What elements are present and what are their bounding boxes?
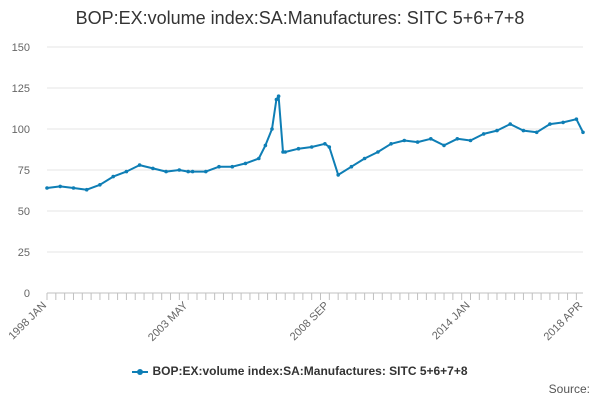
series-line xyxy=(46,95,584,191)
data-point xyxy=(561,120,565,125)
y-tick-label: 150 xyxy=(12,42,30,54)
data-point xyxy=(177,168,182,172)
y-tick-label: 25 xyxy=(18,247,30,259)
data-point xyxy=(581,130,585,135)
y-tick-label: 75 xyxy=(18,165,30,177)
data-point xyxy=(283,150,288,154)
data-point xyxy=(508,122,512,126)
data-point xyxy=(257,156,261,161)
data-point xyxy=(336,173,341,177)
data-point xyxy=(574,117,579,121)
grid-lines xyxy=(47,46,583,253)
y-tick-label: 50 xyxy=(18,206,30,218)
source-label: Source: xyxy=(548,382,590,396)
data-point xyxy=(442,143,446,148)
data-point xyxy=(230,164,235,169)
data-point xyxy=(270,127,274,131)
data-point xyxy=(389,142,393,146)
data-point xyxy=(349,164,354,169)
data-point xyxy=(309,145,314,149)
axes: 0 25 50 75 100 125 150 1998 JAN 2003 MAY 2008 SEP… xyxy=(6,42,585,344)
data-point xyxy=(217,164,221,169)
data-point xyxy=(84,187,89,192)
data-point xyxy=(468,138,473,143)
data-point xyxy=(495,128,499,133)
data-point xyxy=(327,145,332,149)
data-point xyxy=(111,174,115,179)
data-point xyxy=(415,140,420,144)
data-point xyxy=(276,94,281,98)
x-tick-label: 2003 MAY xyxy=(146,299,191,344)
data-point xyxy=(296,146,301,151)
x-tick-label: 2014 JAN xyxy=(430,300,473,343)
data-point xyxy=(151,166,155,171)
data-point xyxy=(164,169,168,174)
data-point xyxy=(323,142,327,146)
data-point xyxy=(376,150,380,154)
x-tick-label: 2018 APR xyxy=(542,300,586,344)
data-point xyxy=(263,143,268,148)
data-point xyxy=(429,137,433,141)
chart-title: BOP:EX:volume index:SA:Manufactures: SIT… xyxy=(75,8,525,28)
data-point xyxy=(534,130,539,135)
legend[interactable]: BOP:EX:volume index:SA:Manufactures: SIT… xyxy=(0,364,600,378)
data-point xyxy=(124,169,129,174)
legend-label: BOP:EX:volume index:SA:Manufactures: SIT… xyxy=(152,364,468,378)
data-point xyxy=(548,122,552,126)
data-point xyxy=(190,169,195,174)
data-point xyxy=(204,169,208,174)
y-tick-label: 0 xyxy=(24,288,30,300)
legend-swatch xyxy=(132,366,149,378)
data-point xyxy=(481,132,486,136)
data-point xyxy=(45,186,49,190)
data-point xyxy=(58,184,62,189)
data-point xyxy=(362,156,367,161)
data-point xyxy=(243,161,248,166)
data-point xyxy=(98,183,102,187)
x-tick-label: 2008 SEP xyxy=(288,300,332,344)
data-point xyxy=(455,137,460,141)
data-point xyxy=(137,163,142,167)
data-point xyxy=(274,97,279,102)
data-point xyxy=(71,186,76,190)
data-point xyxy=(521,128,526,133)
y-tick-label: 100 xyxy=(12,124,30,136)
x-tick-label: 1998 JAN xyxy=(6,300,49,343)
y-tick-label: 125 xyxy=(12,83,30,95)
data-point xyxy=(186,169,190,174)
series-layer xyxy=(45,94,585,192)
data-point xyxy=(402,138,407,143)
